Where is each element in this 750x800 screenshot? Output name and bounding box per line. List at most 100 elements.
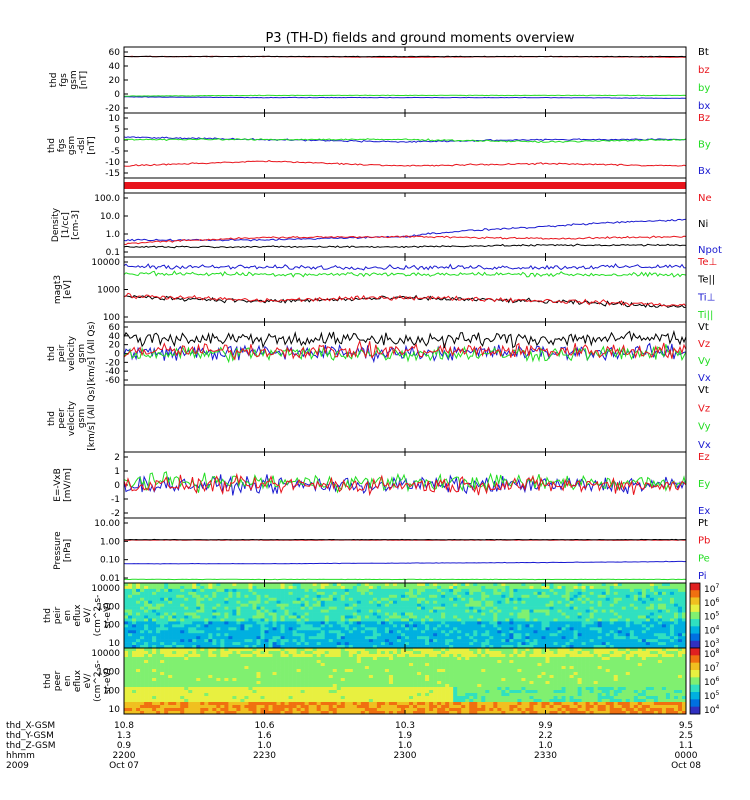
y-axis-label: Pressure bbox=[53, 531, 63, 570]
x-axis-row-label: thd_Z-GSM bbox=[6, 741, 55, 751]
y-tick-label: 0 bbox=[114, 136, 120, 146]
y-axis-label: velocity bbox=[67, 400, 77, 436]
x-axis-value: 1.0 bbox=[538, 741, 553, 751]
y-axis-label: sr-eV) bbox=[103, 668, 113, 694]
series-Te⊥ bbox=[123, 292, 687, 307]
y-tick-label: -1 bbox=[111, 495, 120, 505]
series-Pt bbox=[124, 538, 686, 541]
legend-Npot: Npot bbox=[698, 245, 722, 256]
x-axis-value: 1.0 bbox=[257, 741, 272, 751]
series-Ti|| bbox=[123, 270, 687, 278]
panel-peir-spec: 10000 1000 100 10 thd peir en eflux eV/(cm^2-s-s… bbox=[43, 582, 719, 650]
x-axis-value: 2.5 bbox=[679, 731, 693, 741]
y-tick-label: 10.0 bbox=[100, 212, 120, 222]
colorbar-tick: 107 bbox=[704, 583, 719, 595]
x-axis-value: 2300 bbox=[394, 751, 417, 761]
series-Ey bbox=[123, 471, 687, 494]
x-axis-value: 9.5 bbox=[679, 721, 693, 731]
x-axis-value: Oct 07 bbox=[109, 761, 139, 771]
y-tick-label: 0.10 bbox=[100, 556, 120, 566]
y-tick-label: 100.0 bbox=[94, 194, 120, 204]
y-tick-label: 10000 bbox=[91, 258, 120, 268]
y-axis-label: [mV/m] bbox=[63, 468, 73, 502]
x-axis-row-label: 2009 bbox=[6, 761, 29, 771]
y-tick-label: 10.00 bbox=[94, 519, 120, 529]
y-tick-label: 0 bbox=[114, 481, 120, 491]
y-tick-label: -40 bbox=[105, 367, 120, 377]
y-tick-label: 1 bbox=[114, 467, 120, 477]
y-axis-label: eV/ bbox=[83, 607, 93, 623]
x-axis-value: 0.9 bbox=[117, 741, 132, 751]
y-tick-label: -20 bbox=[105, 104, 120, 114]
y-axis-label: (cm^2-s- bbox=[93, 595, 103, 637]
y-tick-label: 1000 bbox=[97, 602, 120, 612]
y-tick-label: 1000 bbox=[97, 286, 120, 296]
y-tick-label: 60 bbox=[109, 48, 121, 58]
panel-density: 100.0 10.0 1.0 0.1 Density [1/cc] [cm-3] Ne Ni Np… bbox=[51, 192, 722, 258]
legend-By: By bbox=[698, 140, 711, 151]
panel-fgs-gsm: 60 40 20 0 -20 thd fgs gsm [nT] Bt bz by bx bbox=[49, 46, 710, 114]
series-Ez bbox=[123, 472, 687, 497]
x-axis-value: 1.0 bbox=[398, 741, 413, 751]
y-tick-label: 1.0 bbox=[106, 230, 121, 240]
y-axis-label: en bbox=[63, 675, 73, 686]
figure-title: P3 (TH-D) fields and ground moments over… bbox=[265, 31, 574, 46]
y-tick-label: 100 bbox=[103, 686, 120, 696]
x-axis-value: 2200 bbox=[113, 751, 136, 761]
panel-efield: 2 1 0 -1 -2 E=-VxB [mV/m] Ez Ey Ex bbox=[53, 451, 710, 519]
y-axis-label: en bbox=[63, 610, 73, 621]
y-axis-label: E=-VxB bbox=[53, 468, 63, 502]
y-tick-label: 10 bbox=[109, 639, 121, 649]
legend-Ne: Ne bbox=[698, 193, 712, 204]
y-axis-label: eflux bbox=[73, 604, 83, 627]
y-axis-label: fgs bbox=[57, 138, 67, 152]
legend-Vy: Vy bbox=[698, 422, 711, 433]
y-tick-label: 2 bbox=[114, 453, 120, 463]
y-axis-label: eV/ bbox=[83, 673, 93, 689]
x-axis-value: 1.3 bbox=[117, 731, 131, 741]
colorbar-tick: 105 bbox=[704, 690, 719, 702]
y-tick-label: 0.01 bbox=[100, 574, 120, 584]
y-tick-label: 20 bbox=[109, 76, 121, 86]
y-tick-label: 100 bbox=[103, 621, 120, 631]
y-axis-label: gsm bbox=[77, 344, 87, 363]
y-axis-label: [nPa] bbox=[63, 539, 73, 562]
legend-Te⊥: Te⊥ bbox=[697, 257, 717, 268]
y-axis-label: peir bbox=[53, 606, 63, 624]
x-axis-value: 1.6 bbox=[257, 731, 272, 741]
series-Ti⊥ bbox=[123, 263, 687, 271]
y-tick-label: -15 bbox=[105, 169, 120, 179]
y-tick-label: 5 bbox=[114, 125, 120, 135]
y-tick-label: 10000 bbox=[91, 649, 120, 659]
legend-Te||: Te|| bbox=[697, 275, 715, 286]
y-tick-label: -5 bbox=[111, 147, 120, 157]
legend-Ti⊥: Ti⊥ bbox=[697, 292, 715, 303]
y-tick-label: 10000 bbox=[91, 584, 120, 594]
y-axis-label: fgs bbox=[59, 73, 69, 87]
colorbar-tick: 106 bbox=[704, 676, 719, 688]
legend-bx: bx bbox=[698, 101, 710, 112]
y-axis-label: [nT] bbox=[79, 71, 89, 89]
legend-by: by bbox=[698, 83, 710, 94]
y-axis-label: thd bbox=[47, 411, 57, 426]
legend-Bx: Bx bbox=[698, 166, 711, 177]
panel-peer-vel: thd peer velocity gsm [km/s] (All Qs) Vt Vz Vy V… bbox=[47, 384, 711, 453]
y-axis-label: peer bbox=[57, 408, 67, 429]
y-tick-label: -10 bbox=[105, 158, 120, 168]
colorbar-tick: 105 bbox=[704, 611, 719, 623]
series-Vt bbox=[123, 329, 687, 349]
series-Bt bbox=[124, 55, 687, 58]
x-axis-value: 0000 bbox=[675, 751, 698, 761]
series-Bz bbox=[123, 160, 687, 167]
y-axis-label: peir bbox=[57, 344, 67, 362]
series-Vz bbox=[123, 339, 687, 361]
legend-Vt: Vt bbox=[698, 385, 709, 396]
legend-Vy: Vy bbox=[698, 356, 711, 367]
panel-pressure: 10.00 1.00 0.10 0.01 Pressure [nPa] Pt Pb Pe Pi bbox=[53, 517, 710, 584]
y-axis-label: [1/cc] bbox=[61, 212, 71, 238]
series-by bbox=[123, 94, 687, 97]
legend-Ex: Ex bbox=[698, 506, 710, 517]
